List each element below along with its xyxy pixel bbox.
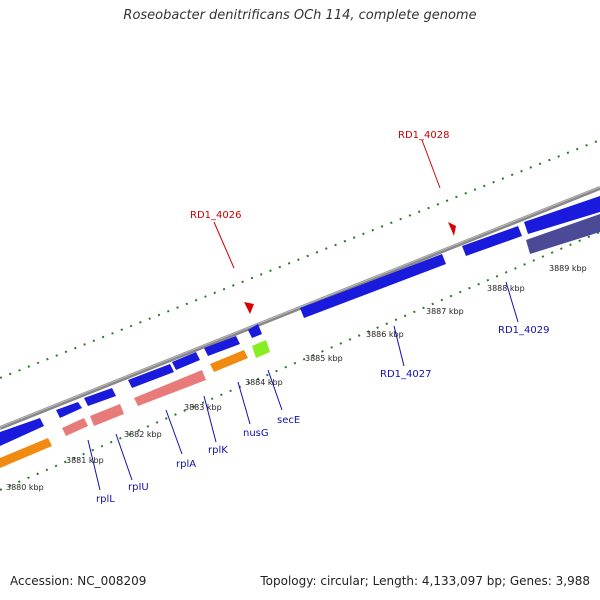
- gene-rrna[interactable]: [90, 404, 124, 426]
- red-marker[interactable]: [448, 222, 456, 236]
- gene-rrna[interactable]: [62, 418, 88, 436]
- kbp-label: 3883 kbp: [184, 403, 222, 412]
- gene-label-rd1-4027[interactable]: RD1_4027: [380, 369, 431, 380]
- gene-cds[interactable]: [248, 324, 262, 338]
- gene-cds[interactable]: [462, 226, 522, 256]
- gene-cds[interactable]: [84, 388, 116, 406]
- kbp-label: 3887 kbp: [426, 307, 464, 316]
- kbp-label: 3885 kbp: [305, 354, 343, 363]
- gene-labels: rplL rpIU rplA rplK nusG secE RD1_4027 R…: [96, 325, 549, 505]
- gene-cds[interactable]: [0, 418, 44, 446]
- red-label-rd1-4026: RD1_4026: [190, 210, 241, 221]
- kbp-label: 3886 kbp: [366, 330, 404, 339]
- gene-rrna[interactable]: [134, 370, 206, 406]
- kbp-label: 3888 kbp: [487, 284, 525, 293]
- gene-label-rplk[interactable]: rplK: [208, 445, 228, 456]
- genome-summary-text: Topology: circular; Length: 4,133,097 bp…: [260, 574, 590, 588]
- kbp-axis-labels: 3880 kbp 3881 kbp 3882 kbp 3883 kbp 3884…: [6, 264, 587, 492]
- gene-cds[interactable]: [172, 352, 200, 370]
- forward-genes: [0, 196, 600, 446]
- gene-purple[interactable]: [526, 214, 600, 254]
- kbp-label: 3881 kbp: [66, 456, 104, 465]
- gene-green[interactable]: [252, 340, 270, 358]
- gene-cds[interactable]: [56, 402, 82, 418]
- gene-label-rd1-4029[interactable]: RD1_4029: [498, 325, 549, 336]
- kbp-label: 3884 kbp: [245, 378, 283, 387]
- kbp-label: 3889 kbp: [549, 264, 587, 273]
- rrna-genes: [62, 370, 206, 436]
- red-label-rd1-4028: RD1_4028: [398, 130, 449, 141]
- gene-label-nusg[interactable]: nusG: [243, 428, 269, 439]
- outer-tick-track: [0, 139, 600, 379]
- map-title: Roseobacter denitrificans OCh 114, compl…: [123, 8, 477, 23]
- gene-label-rpiu[interactable]: rpIU: [128, 482, 149, 493]
- kbp-label: 3882 kbp: [124, 430, 162, 439]
- gene-cds[interactable]: [204, 336, 240, 356]
- gene-label-rpll[interactable]: rplL: [96, 494, 115, 505]
- gene-label-rpla[interactable]: rplA: [176, 459, 196, 470]
- red-marker[interactable]: [244, 302, 254, 314]
- accession-text: Accession: NC_008209: [10, 574, 147, 588]
- gene-cds[interactable]: [300, 254, 446, 318]
- inner-tick-track: [0, 231, 600, 491]
- gene-cds[interactable]: [524, 196, 600, 234]
- kbp-label: 3880 kbp: [6, 483, 44, 492]
- orange-genes: [0, 350, 248, 468]
- gene-orange[interactable]: [0, 438, 52, 468]
- gene-orange[interactable]: [210, 350, 248, 372]
- gene-label-sece[interactable]: secE: [277, 415, 300, 426]
- gene-cds[interactable]: [128, 364, 174, 388]
